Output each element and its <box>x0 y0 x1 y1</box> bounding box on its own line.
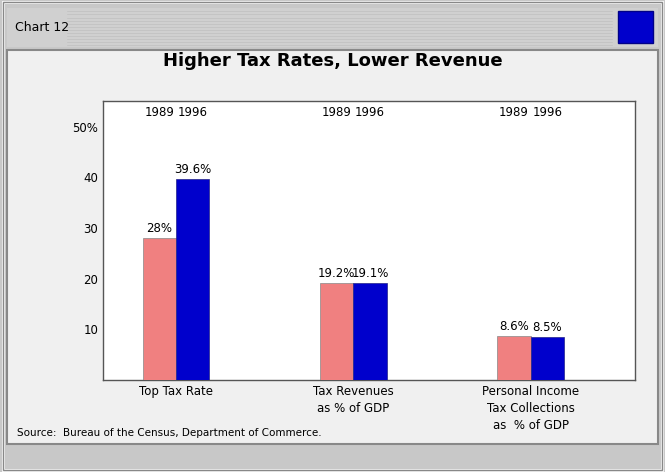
FancyBboxPatch shape <box>618 11 653 43</box>
FancyBboxPatch shape <box>3 2 662 470</box>
Text: Source:  Bureau of the Census, Department of Commerce.: Source: Bureau of the Census, Department… <box>17 428 321 438</box>
Text: 8.6%: 8.6% <box>499 320 529 333</box>
Text: 1989: 1989 <box>499 106 529 119</box>
Text: 1996: 1996 <box>355 106 385 119</box>
Text: 1996: 1996 <box>533 106 563 119</box>
Bar <box>531 337 564 380</box>
FancyBboxPatch shape <box>7 8 658 47</box>
Text: 8.5%: 8.5% <box>533 321 563 334</box>
Text: 19.1%: 19.1% <box>351 267 389 280</box>
Text: 39.6%: 39.6% <box>174 163 211 177</box>
Bar <box>497 337 531 380</box>
Text: 28%: 28% <box>146 222 172 235</box>
Bar <box>143 238 176 380</box>
FancyBboxPatch shape <box>7 50 658 444</box>
Text: 19.2%: 19.2% <box>318 267 355 280</box>
Text: 1989: 1989 <box>322 106 352 119</box>
Text: Chart 12: Chart 12 <box>15 21 68 34</box>
Bar <box>353 283 387 380</box>
Bar <box>320 283 353 380</box>
Text: 1996: 1996 <box>178 106 207 119</box>
Text: Higher Tax Rates, Lower Revenue: Higher Tax Rates, Lower Revenue <box>163 52 502 70</box>
Text: 1989: 1989 <box>144 106 174 119</box>
Bar <box>176 179 209 380</box>
